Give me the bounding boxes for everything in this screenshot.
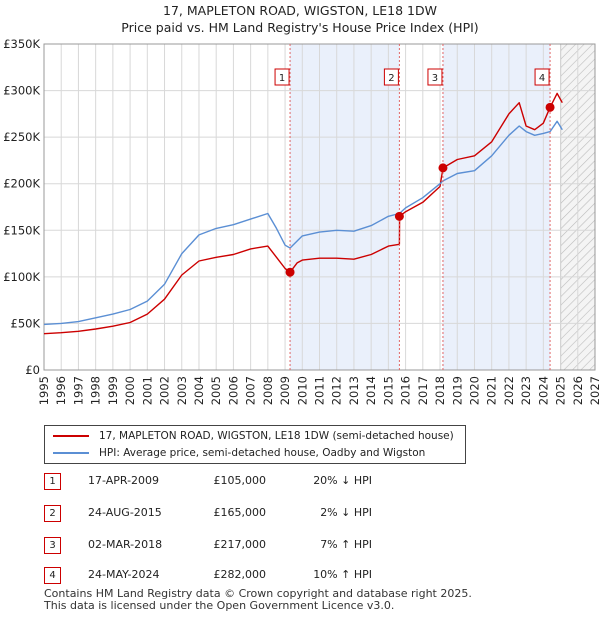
y-tick-label: £250K — [3, 130, 40, 144]
transaction-hpi-diff: 20% ↓ HPI — [313, 474, 372, 487]
transaction-label-box — [274, 68, 290, 86]
footer-line-1: Contains HM Land Registry data © Crown c… — [44, 587, 472, 600]
x-tick-label: 2001 — [140, 376, 154, 405]
table-row: 1 17-APR-2009 £105,000 20% ↓ HPI — [44, 473, 464, 493]
x-tick-label: 2011 — [313, 376, 327, 405]
x-tick-label: 2019 — [450, 376, 464, 405]
x-tick-label: 2021 — [485, 376, 499, 405]
x-tick-label: 2027 — [588, 376, 600, 405]
transaction-point — [545, 102, 555, 112]
x-tick-label: 1997 — [71, 376, 85, 405]
y-tick-label: £50K — [11, 316, 41, 330]
transaction-hpi-diff: 2% ↓ HPI — [320, 506, 372, 519]
transaction-point — [394, 211, 404, 221]
x-tick-label: 2009 — [278, 376, 292, 405]
transaction-label: 2 — [388, 73, 394, 84]
x-tick-label: 2002 — [158, 376, 172, 405]
legend-item-property: 17, MAPLETON ROAD, WIGSTON, LE18 1DW (se… — [53, 428, 454, 444]
x-tick-label: 2003 — [175, 376, 189, 405]
transaction-date: 24-MAY-2024 — [88, 568, 160, 581]
x-tick-label: 2010 — [295, 376, 309, 405]
y-tick-label: £150K — [3, 223, 40, 237]
x-tick-label: 2013 — [347, 376, 361, 405]
x-tick-label: 2023 — [519, 376, 533, 405]
transaction-hpi-diff: 7% ↑ HPI — [320, 538, 372, 551]
x-tick-label: 2022 — [502, 376, 516, 405]
series-line-hpi — [43, 120, 563, 326]
transaction-label-box — [534, 68, 550, 86]
series-line-property — [43, 92, 563, 335]
y-tick-label: £350K — [3, 37, 40, 51]
transaction-date: 24-AUG-2015 — [88, 506, 162, 519]
x-tick-label: 2025 — [554, 376, 568, 405]
x-tick-label: 2006 — [226, 376, 240, 405]
transaction-label-box — [427, 68, 443, 86]
x-tick-label: 2008 — [261, 376, 275, 405]
x-tick-label: 1998 — [89, 376, 103, 405]
footer-attribution: Contains HM Land Registry data © Crown c… — [44, 588, 472, 612]
legend-swatch-property — [53, 435, 89, 437]
legend-label-hpi: HPI: Average price, semi-detached house,… — [99, 447, 426, 459]
transaction-price: £165,000 — [213, 506, 267, 519]
transaction-label: 1 — [279, 73, 285, 84]
transaction-label: 3 — [432, 73, 438, 84]
legend-swatch-hpi — [53, 452, 89, 454]
transaction-date: 17-APR-2009 — [88, 474, 160, 487]
plot-border — [43, 43, 596, 371]
footer-line-2: This data is licensed under the Open Gov… — [44, 599, 395, 612]
y-tick-label: £0 — [25, 363, 40, 377]
legend-label-property: 17, MAPLETON ROAD, WIGSTON, LE18 1DW (se… — [99, 430, 454, 442]
transaction-label-box — [383, 68, 399, 86]
transaction-price: £105,000 — [213, 474, 267, 487]
transaction-label: 4 — [539, 73, 545, 84]
x-tick-label: 2012 — [330, 376, 344, 405]
transaction-hpi-diff: 10% ↑ HPI — [313, 568, 372, 581]
x-tick-label: 2014 — [364, 376, 378, 405]
table-row: 2 24-AUG-2015 £165,000 2% ↓ HPI — [44, 505, 464, 525]
x-tick-label: 2005 — [209, 376, 223, 405]
price-chart: £0 £50K £100K £150K £200K £250K £300K £350K 1995… — [3, 37, 600, 405]
x-tick-label: 2020 — [467, 376, 481, 405]
y-tick-label: £100K — [3, 270, 40, 284]
x-tick-label: 1996 — [54, 376, 68, 405]
ownership-shade — [290, 44, 400, 370]
chart-title: 17, MAPLETON ROAD, WIGSTON, LE18 1DW — [163, 3, 437, 18]
transaction-point — [285, 267, 295, 277]
table-row: 4 24-MAY-2024 £282,000 10% ↑ HPI — [44, 567, 464, 587]
x-tick-label: 2015 — [381, 376, 395, 405]
transaction-price: £217,000 — [213, 538, 267, 551]
transaction-badge: 3 — [44, 537, 61, 554]
transaction-badge: 2 — [44, 505, 61, 522]
transaction-date: 02-MAR-2018 — [88, 538, 163, 551]
y-tick-label: £300K — [3, 84, 40, 98]
x-tick-label: 2026 — [571, 376, 585, 405]
chart-subtitle: Price paid vs. HM Land Registry's House … — [121, 20, 479, 35]
transaction-badge: 4 — [44, 567, 61, 584]
y-tick-label: £200K — [3, 177, 40, 191]
x-tick-label: 2016 — [399, 376, 413, 405]
x-tick-label: 2004 — [192, 376, 206, 405]
chart-legend: 17, MAPLETON ROAD, WIGSTON, LE18 1DW (se… — [44, 425, 466, 464]
chart-title-block: 17, MAPLETON ROAD, WIGSTON, LE18 1DW Pri… — [0, 2, 600, 36]
transaction-badge: 1 — [44, 473, 61, 490]
ownership-shade — [442, 44, 551, 370]
transaction-price: £282,000 — [213, 568, 267, 581]
transaction-point — [438, 163, 448, 173]
x-tick-label: 2024 — [536, 376, 550, 405]
x-tick-label: 2017 — [416, 376, 430, 405]
x-tick-label: 1995 — [37, 376, 51, 405]
legend-item-hpi: HPI: Average price, semi-detached house,… — [53, 445, 425, 461]
x-tick-label: 1999 — [106, 376, 120, 405]
x-tick-label: 2000 — [123, 376, 137, 405]
table-row: 3 02-MAR-2018 £217,000 7% ↑ HPI — [44, 537, 464, 557]
x-tick-label: 2018 — [433, 376, 447, 405]
x-tick-label: 2007 — [244, 376, 258, 405]
